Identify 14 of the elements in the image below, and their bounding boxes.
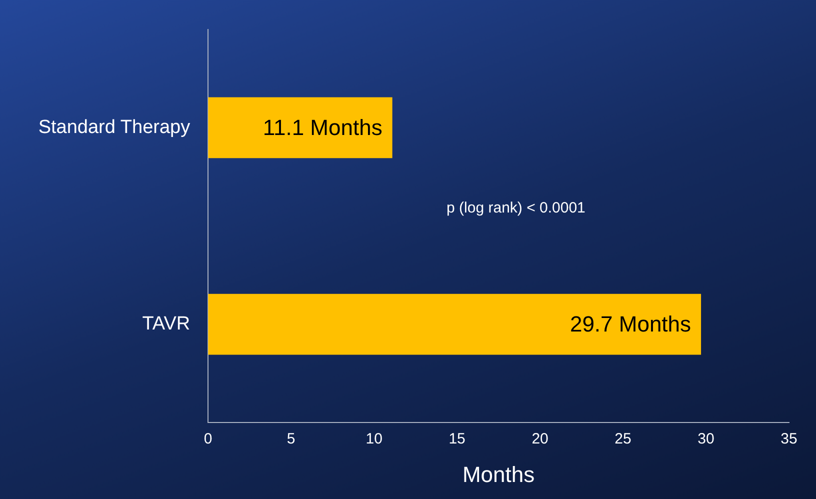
annotation: p (log rank) < 0.0001 xyxy=(446,199,586,216)
x-tick-label: 15 xyxy=(448,430,466,448)
x-tick-label: 25 xyxy=(614,430,632,448)
x-tick-label: 30 xyxy=(698,430,714,448)
y-tick-label: TAVR xyxy=(142,314,190,335)
x-tick-label: 10 xyxy=(366,430,382,448)
x-tick-label: 35 xyxy=(780,430,798,448)
y-tick-label: Standard Therapy xyxy=(38,116,191,138)
x-axis-title: Months xyxy=(462,462,535,487)
data-label: 29.7 Months xyxy=(570,311,692,336)
x-tick-label: 20 xyxy=(532,430,548,448)
data-label: 11.1 Months xyxy=(262,114,382,140)
x-tick-label: 0 xyxy=(204,430,212,448)
x-tick-label: 5 xyxy=(286,430,296,448)
